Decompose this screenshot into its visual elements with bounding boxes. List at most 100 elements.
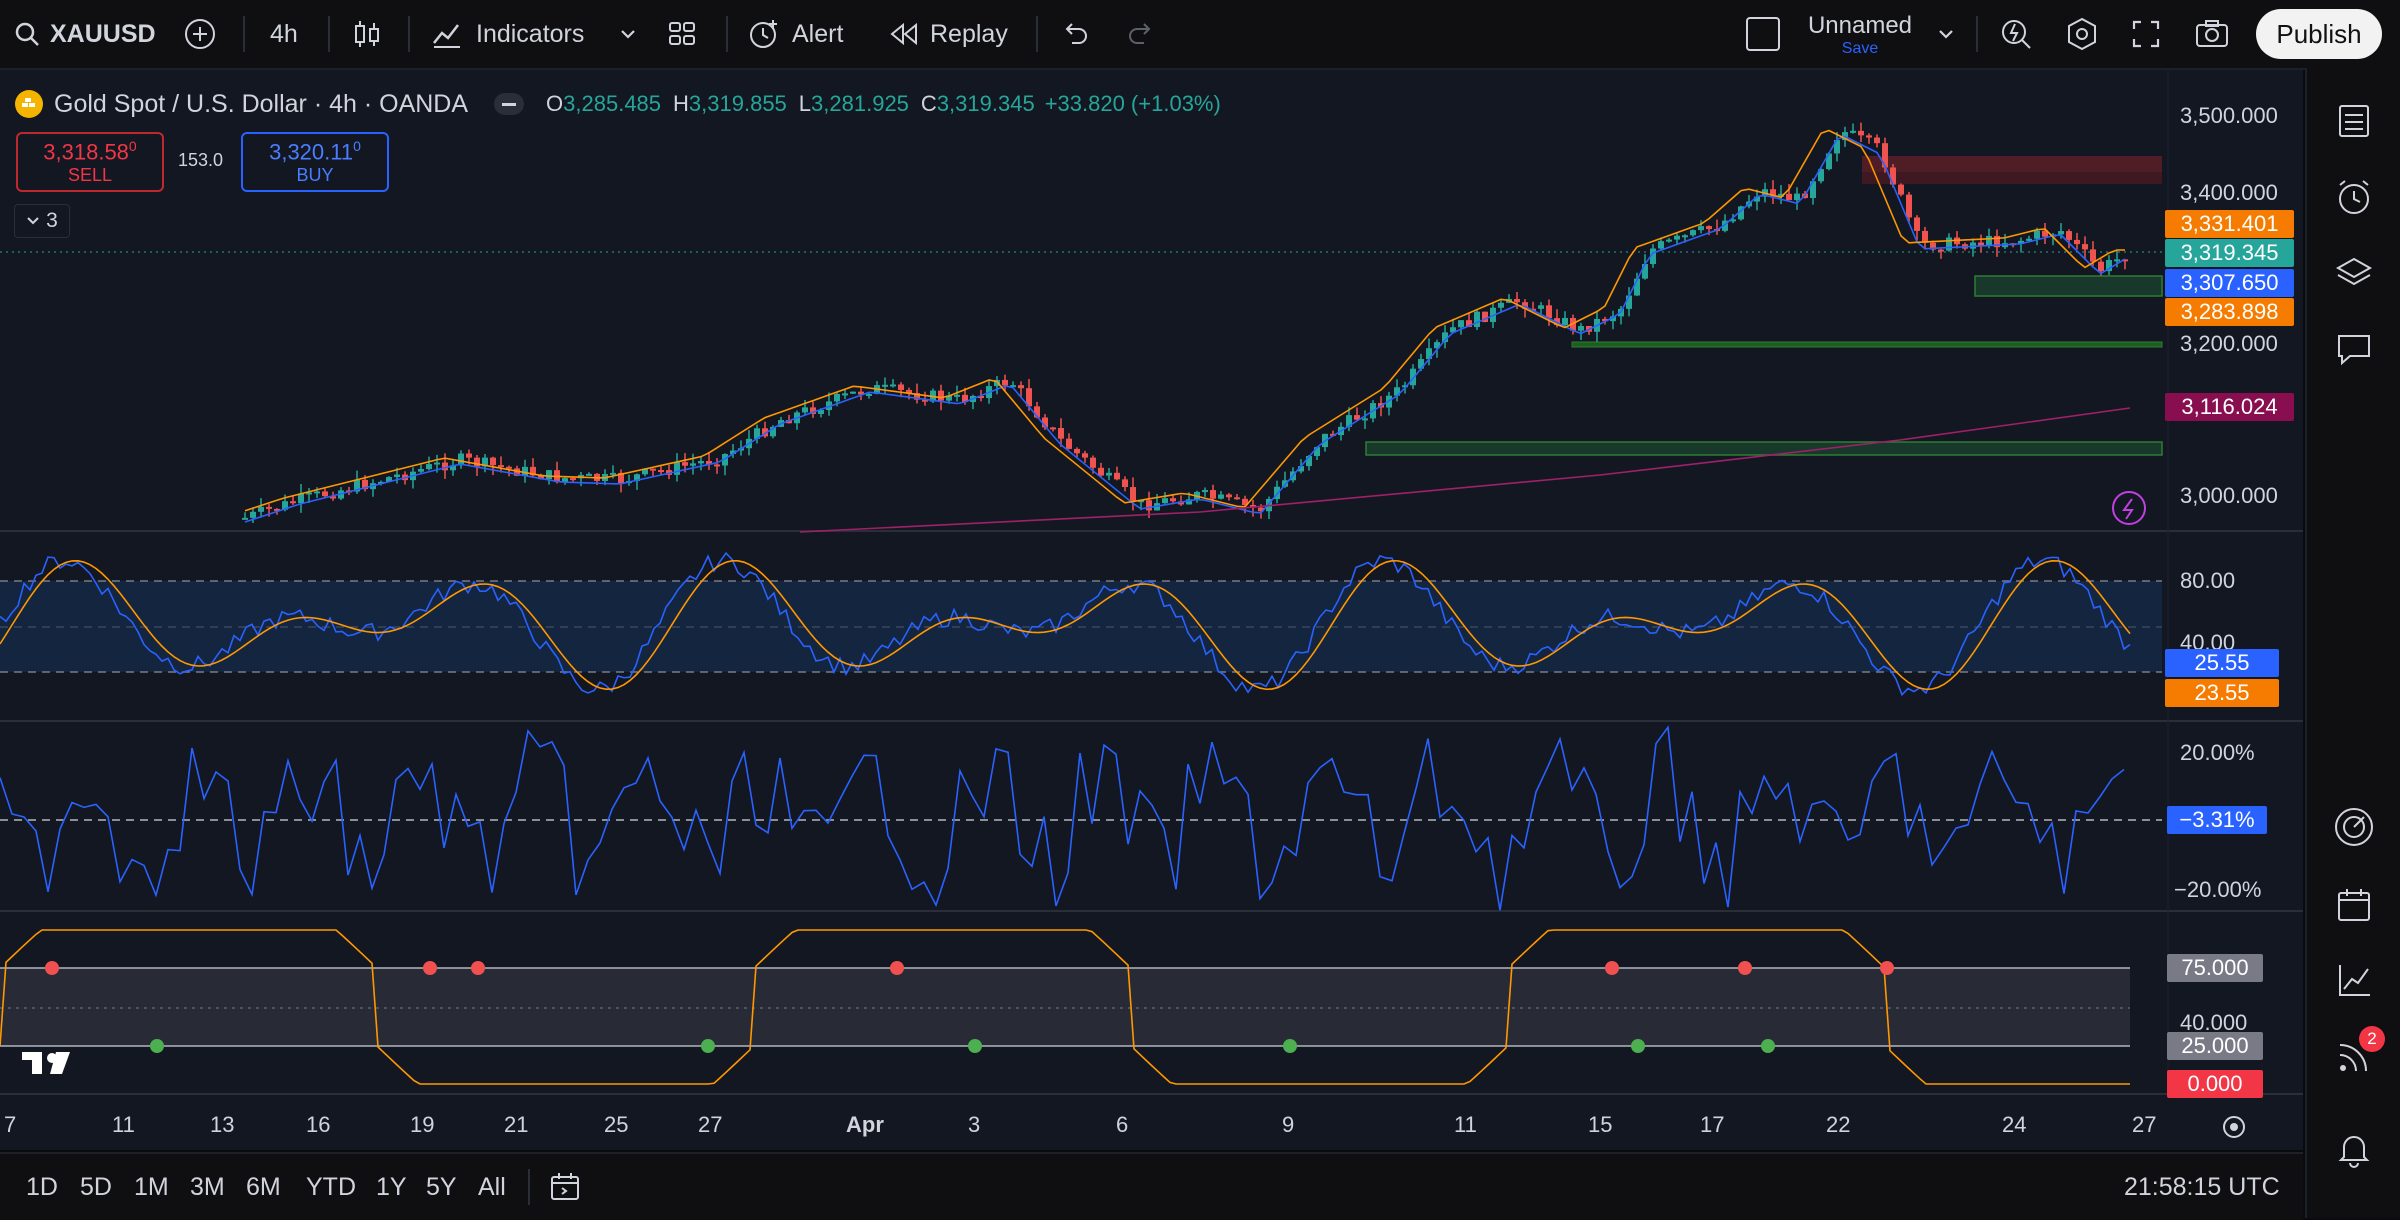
low-value: 3,281.925 [811,91,909,116]
price-tag[interactable]: 3,116.024 [2165,393,2294,421]
range-5y-button[interactable]: 5Y [426,1172,457,1201]
data-window-button[interactable] [2329,802,2379,852]
price-axis-label: 3,200.000 [2180,331,2278,356]
price-tag[interactable]: 3,307.650 [2165,269,2294,297]
sell-button[interactable]: 3,318.580 SELL [16,132,164,192]
event-marker[interactable] [2112,491,2146,525]
sell-signal-dot[interactable] [471,961,485,975]
collapse-indicators-button[interactable]: 3 [14,204,70,238]
support-zone[interactable] [1571,341,2163,348]
symbol-search[interactable]: XAUUSD [14,0,156,68]
range-1d-button[interactable]: 1D [26,1172,58,1201]
sell-signal-dot[interactable] [1605,961,1619,975]
layout-name[interactable]: Unnamed Save [1804,12,1916,58]
buy-signal-dot[interactable] [150,1039,164,1053]
price-tag[interactable]: 3,331.401 [2165,210,2294,238]
buy-button[interactable]: 3,320.110 BUY [241,132,389,192]
alerts-button[interactable] [2329,172,2379,222]
indicators-dropdown[interactable] [618,0,638,68]
time-axis-settings-icon[interactable] [2223,1116,2245,1138]
stoch-d-tag[interactable]: 23.55 [2165,679,2279,707]
sell-signal-dot[interactable] [1738,961,1752,975]
chart-canvas[interactable] [0,70,2303,1150]
buy-signal-dot[interactable] [1283,1039,1297,1053]
watchlist-button[interactable] [2329,96,2379,146]
object-tree-button[interactable] [2329,248,2379,298]
osc-series[interactable] [0,929,2130,1085]
range-6m-button[interactable]: 6M [246,1172,281,1201]
range-ytd-button[interactable]: YTD [306,1172,356,1201]
clock[interactable]: 21:58:15 UTC [2124,1172,2280,1201]
replay-button[interactable]: Replay [888,0,1008,68]
chats-button[interactable] [2329,324,2379,374]
redo-button[interactable] [1126,0,1156,68]
buy-signal-dot[interactable] [1631,1039,1645,1053]
resistance-zone[interactable] [1862,172,2162,184]
search-icon [15,22,39,46]
interval-button[interactable]: 4h [270,19,298,48]
symbol-title[interactable]: Gold Spot / U.S. Dollar · 4h · OANDA [54,89,469,118]
osc-25-tag[interactable]: 25.000 [2167,1032,2263,1060]
goto-date-button[interactable] [548,1154,582,1220]
layout-dropdown[interactable] [1936,0,1956,68]
stoch-series[interactable] [0,551,2131,697]
compare-button[interactable] [183,0,217,68]
fullscreen-button[interactable] [2130,0,2162,68]
candle [1562,317,1568,326]
support-zone[interactable] [1974,275,2163,297]
roc-series[interactable] [0,725,2125,911]
quick-search-button[interactable] [1998,0,2034,68]
snapshot-button[interactable] [2194,0,2230,68]
price-axis-label: 3,500.000 [2180,103,2278,128]
roc-tag[interactable]: −3.31% [2167,806,2267,834]
indicators-button[interactable]: Indicators [430,0,584,68]
buy-signal-dot[interactable] [701,1039,715,1053]
candle [1170,498,1176,502]
pine-editor-button[interactable] [2329,956,2379,1006]
chart-type-button[interactable] [350,0,384,68]
stoch-k-tag[interactable]: 25.55 [2165,649,2279,677]
osc-0-tag[interactable]: 0.000 [2167,1070,2263,1098]
support-zone[interactable] [1365,441,2163,456]
buy-signal-dot[interactable] [968,1039,982,1053]
signals-button[interactable]: 2 [2329,1026,2385,1082]
notifications-button[interactable] [2329,1124,2379,1174]
candle [618,472,624,484]
date-label: 9 [1282,1112,1295,1137]
range-5d-button[interactable]: 5D [80,1172,112,1201]
calendar-button[interactable] [2329,880,2379,930]
buy-signal-dot[interactable] [1761,1039,1775,1053]
sell-signal-dot[interactable] [45,961,59,975]
sell-signal-dot[interactable] [890,961,904,975]
osc-75-tag[interactable]: 75.000 [2167,954,2263,982]
candle [2034,230,2040,239]
undo-button[interactable] [1060,0,1090,68]
settings-button[interactable] [2064,0,2100,68]
candle [426,464,432,470]
range-1m-button[interactable]: 1M [134,1172,169,1201]
alert-button[interactable]: Alert [746,0,843,68]
layouts-button[interactable] [666,0,698,68]
candle [538,475,544,480]
layout-checkbox[interactable] [1746,0,1780,68]
buy-label: BUY [296,165,334,186]
price-tag[interactable]: 3,319.345 [2165,239,2294,267]
price-axis-label: 3,000.000 [2180,483,2278,508]
sell-signal-dot[interactable] [1880,961,1894,975]
price-axis-label: 3,400.000 [2180,180,2278,205]
chart-area[interactable]: Gold Spot / U.S. Dollar · 4h · OANDA O 3… [0,70,2303,1150]
range-all-button[interactable]: All [478,1172,506,1201]
separator [328,16,330,52]
candle [1922,230,1928,243]
publish-button[interactable]: Publish [2256,9,2382,59]
price-tag[interactable]: 3,283.898 [2165,298,2294,326]
moving-average-line [244,135,2126,523]
sell-signal-dot[interactable] [423,961,437,975]
osc-band [0,968,2130,1046]
legend-options-button[interactable] [494,93,525,115]
broadcast-icon [2339,1044,2367,1072]
range-1y-button[interactable]: 1Y [376,1172,407,1201]
range-3m-button[interactable]: 3M [190,1172,225,1201]
price-series[interactable] [242,122,2131,533]
resistance-zone[interactable] [1862,156,2162,172]
